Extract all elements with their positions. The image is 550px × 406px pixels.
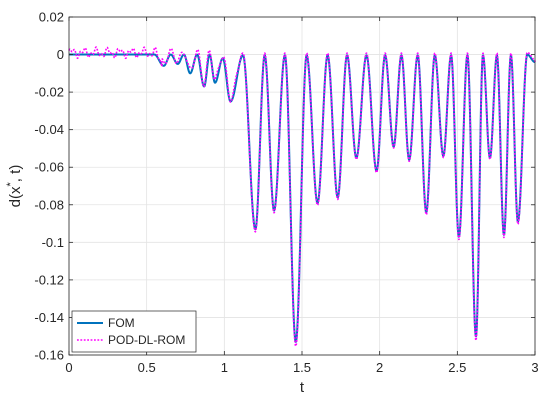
y-tick-label: 0.02 [39, 10, 64, 25]
y-tick-label: -0.12 [34, 272, 64, 287]
y-tick-label: -0.08 [34, 197, 64, 212]
x-tick-label: 1.5 [293, 360, 311, 375]
x-tick-label: 0 [65, 360, 72, 375]
legend-label-fom: FOM [108, 316, 135, 330]
x-axis-label: t [300, 379, 305, 396]
legend: FOM POD-DL-ROM [71, 310, 197, 353]
y-tick-label: 0 [57, 47, 64, 62]
x-tick-label: 2 [376, 360, 383, 375]
y-tick-label: -0.1 [42, 235, 64, 250]
y-tick-label: -0.04 [34, 122, 64, 137]
x-tick-label: 0.5 [138, 360, 156, 375]
x-tick-label: 2.5 [448, 360, 466, 375]
y-tick-label: -0.02 [34, 85, 64, 100]
y-axis-label-tail: , t) [7, 165, 24, 183]
y-tick-label: -0.14 [34, 310, 64, 325]
y-axis-label: d(x*, t) [5, 165, 24, 208]
x-tick-label: 3 [531, 360, 538, 375]
series-line-pod-dl-rom [68, 46, 536, 347]
x-tick-label: 1 [221, 360, 228, 375]
y-axis-label-main: d(x [7, 186, 24, 207]
y-tick-label: -0.06 [34, 160, 64, 175]
series-layer [68, 46, 536, 347]
y-axis-label-sup: * [5, 181, 17, 186]
legend-label-pod-dl-rom: POD-DL-ROM [108, 333, 185, 347]
axis-tick-labels: 0 0.5 1 1.5 2 2.5 3 0.02 0 -0.02 -0.04 -0.06 -0.08 -0… [34, 10, 538, 376]
y-tick-label: -0.16 [34, 348, 64, 363]
legend-box [71, 310, 197, 353]
